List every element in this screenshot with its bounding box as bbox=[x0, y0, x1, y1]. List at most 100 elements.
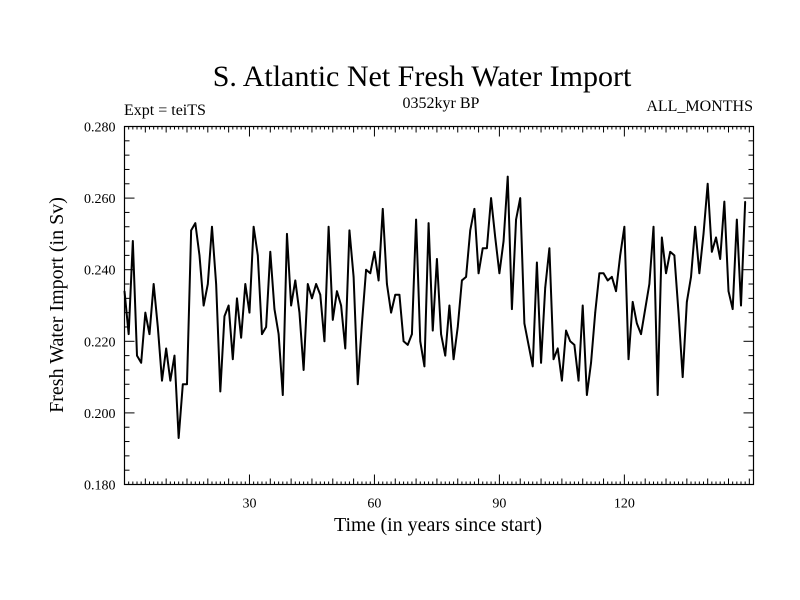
data-point bbox=[294, 279, 297, 282]
data-point bbox=[540, 361, 542, 364]
data-point bbox=[406, 344, 409, 346]
data-point bbox=[306, 283, 309, 285]
data-point bbox=[269, 251, 272, 253]
data-point bbox=[644, 308, 646, 310]
data-point bbox=[311, 297, 313, 300]
data-point bbox=[506, 175, 509, 178]
plot-frame bbox=[123, 125, 755, 486]
data-point bbox=[661, 236, 663, 239]
y-tick-label: 0.260 bbox=[84, 192, 116, 207]
data-point bbox=[686, 301, 688, 303]
data-point bbox=[719, 258, 721, 260]
data-point bbox=[515, 218, 517, 221]
data-point bbox=[361, 322, 363, 325]
data-point bbox=[411, 333, 413, 335]
data-point bbox=[398, 293, 401, 296]
data-point bbox=[265, 326, 267, 328]
data-point bbox=[511, 308, 513, 310]
data-point bbox=[281, 394, 284, 396]
data-point bbox=[186, 383, 188, 386]
chart-title: S. Atlantic Net Fresh Water Import bbox=[213, 60, 632, 93]
data-point bbox=[452, 358, 455, 361]
data-point bbox=[456, 326, 459, 328]
data-point bbox=[219, 390, 222, 393]
data-point bbox=[331, 319, 334, 321]
data-point bbox=[356, 383, 359, 386]
data-point bbox=[623, 225, 626, 228]
data-point bbox=[652, 225, 655, 228]
data-point bbox=[573, 344, 576, 346]
data-point bbox=[502, 240, 505, 242]
data-point bbox=[277, 333, 280, 335]
data-point bbox=[669, 251, 671, 253]
y-axis-title: Fresh Water Import (in Sv) bbox=[46, 197, 68, 413]
data-point bbox=[286, 233, 288, 235]
data-point bbox=[127, 333, 130, 335]
data-point bbox=[252, 225, 255, 228]
data-point bbox=[381, 208, 384, 210]
data-point bbox=[327, 225, 330, 228]
data-point bbox=[244, 283, 247, 285]
data-point bbox=[248, 311, 251, 314]
data-point bbox=[319, 293, 322, 296]
data-point bbox=[498, 272, 501, 275]
data-point bbox=[211, 225, 213, 228]
data-point bbox=[386, 283, 388, 285]
data-point bbox=[477, 272, 480, 275]
data-point bbox=[240, 336, 242, 339]
data-point bbox=[336, 290, 338, 292]
data-point bbox=[548, 247, 551, 250]
data-point bbox=[702, 233, 705, 235]
data-point bbox=[727, 290, 730, 292]
months-label: ALL_MONTHS bbox=[646, 98, 753, 115]
data-point bbox=[461, 279, 463, 282]
data-point bbox=[594, 311, 597, 314]
data-point bbox=[194, 222, 197, 224]
data-point bbox=[323, 340, 326, 343]
data-point bbox=[590, 361, 592, 364]
data-point bbox=[436, 258, 438, 260]
data-point bbox=[569, 340, 572, 343]
x-axis-title: Time (in years since start) bbox=[334, 514, 542, 536]
experiment-label: Expt = teiTS bbox=[124, 102, 206, 119]
data-point bbox=[636, 322, 638, 325]
data-point bbox=[690, 276, 692, 278]
data-point bbox=[648, 283, 651, 285]
data-point bbox=[377, 279, 380, 282]
data-point bbox=[465, 276, 467, 278]
data-point bbox=[519, 197, 522, 199]
data-point bbox=[302, 369, 305, 371]
data-point bbox=[494, 236, 497, 239]
data-point bbox=[169, 379, 172, 382]
data-point bbox=[606, 279, 609, 282]
data-point bbox=[740, 304, 742, 307]
data-point bbox=[581, 304, 584, 307]
data-point bbox=[631, 301, 634, 303]
data-point bbox=[165, 347, 167, 350]
data-point bbox=[444, 354, 447, 357]
data-point bbox=[448, 304, 451, 307]
data-point bbox=[157, 326, 159, 328]
data-point bbox=[711, 251, 713, 253]
data-point bbox=[440, 333, 442, 335]
data-point bbox=[611, 276, 613, 278]
data-point bbox=[706, 182, 709, 185]
data-point bbox=[486, 247, 488, 250]
data-point bbox=[561, 379, 563, 382]
data-point bbox=[161, 379, 163, 382]
data-point bbox=[536, 261, 538, 264]
data-point bbox=[619, 254, 622, 257]
data-point bbox=[298, 311, 301, 314]
x-tick-label: 60 bbox=[367, 497, 381, 512]
data-point bbox=[144, 311, 147, 314]
data-point bbox=[148, 333, 151, 335]
data-point bbox=[348, 229, 351, 232]
data-point bbox=[544, 286, 547, 289]
data-point bbox=[182, 383, 184, 386]
data-point bbox=[565, 329, 567, 332]
data-point bbox=[586, 394, 588, 396]
data-point bbox=[152, 283, 155, 285]
data-point bbox=[473, 208, 476, 210]
data-point bbox=[531, 365, 534, 368]
data-point bbox=[352, 276, 355, 278]
